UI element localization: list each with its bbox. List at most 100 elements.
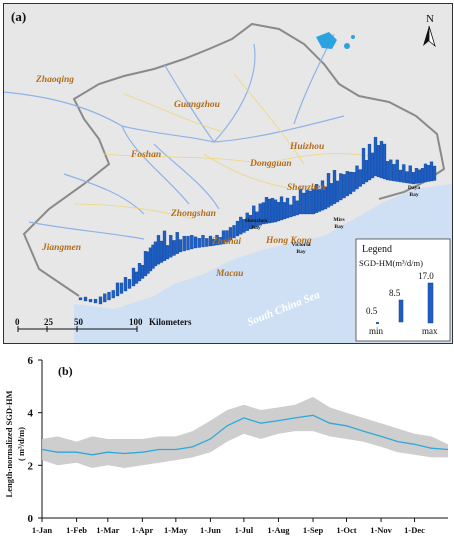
coastal-bar [335,180,340,203]
coastal-bar [258,203,262,226]
coastal-bar [201,235,205,248]
coastal-bar [305,190,309,215]
city-label-guangzhou: Guangzhou [174,100,220,110]
coastal-bar [103,293,107,303]
coastal-bar [326,173,331,208]
legend-min-label: min [369,326,384,336]
city-label-shenzhen: Shenzhen [287,183,326,193]
coastal-bar [115,282,120,297]
coastal-bar [221,230,226,245]
city-labels: Zhaoqing Guangzhou Huizhou Foshan Donggu… [35,75,326,279]
city-label-jiangmen: Jiangmen [41,243,81,253]
scale-bar: 0 25 50 100 Kilometers [15,317,192,332]
coastal-bar [389,159,393,181]
coastal-bar [267,198,272,224]
coastal-bar [292,195,296,217]
city-label-dongguan: Dongguan [249,159,292,169]
city-label-zhuhai: Zhuhai [211,237,241,247]
x-tick-label: 1-Oct [336,525,356,535]
coastal-bar [239,216,243,235]
coastal-bar [289,204,293,218]
scale-tick-25: 25 [44,317,54,327]
coastal-bar [175,232,179,254]
legend-max-label: max [422,326,438,336]
coastal-bar [137,263,142,282]
legend-value-min: 0.5 [366,306,378,316]
x-tick-label: 1-Sep [303,525,324,535]
chart-plot-area: 0 2 4 6 1-Jan 1-Feb 1-Mar 1-Apr 1-May 1-Jun 1-Jul 1… [28,355,449,535]
coastal-bar [83,296,88,302]
river-network [4,33,345,240]
coastal-bar [308,190,312,215]
x-tick-label: 1-Apr [132,525,154,535]
chart-panel: (b) Length-normalized SGD-HM ( m³/d/m) 0… [0,346,454,538]
legend: Legend SGD-HM(m³/d/m) 0.5 8.5 17.0 min m… [355,238,451,342]
bay-label-victoria-1: Victoria [291,242,310,248]
coastal-bar [225,230,229,243]
bay-label-shenzhen-1: Shenzhen [245,218,268,224]
x-tick-label: 1-Jul [235,525,254,535]
coastal-bar [285,197,290,219]
coastal-bar [382,143,387,180]
coastal-bar [295,200,299,216]
scale-tick-100: 100 [129,317,143,327]
scale-tick-0: 0 [15,317,20,327]
x-tick-label: 1-Aug [267,525,290,535]
bay-label-mirs-2: Bay [334,224,343,230]
coastal-bar [332,170,337,204]
coastal-bar [345,171,349,197]
y-tick-label: 6 [28,355,34,367]
panel-b-label: (b) [58,364,73,378]
city-label-foshan: Foshan [130,150,161,160]
coastal-bar [186,235,190,251]
coastal-bar [276,201,281,222]
coastal-bar [205,238,209,247]
bay-label-victoria-2: Bay [296,249,305,255]
coastal-bar [411,172,416,185]
coastal-bar [131,267,136,287]
map-canvas: (a) N Zhaoqing Guangzhou Huizhou Foshan … [4,4,452,343]
coastal-bar [352,172,356,192]
coastal-bar [395,159,399,182]
coastal-bar [252,205,256,228]
coastal-bar [182,235,186,252]
range-band [42,396,448,468]
coastal-bar [429,161,434,182]
city-label-zhongshan: Zhongshan [170,209,216,219]
coastal-bar [426,165,431,182]
x-tick-label: 1-Nov [370,525,392,535]
coastal-bar [420,168,425,183]
coastal-bar [402,164,406,183]
coastal-bar [242,219,246,233]
coastal-bar [298,188,303,215]
coastal-bar [398,169,403,183]
coastal-bar [123,277,128,292]
coastal-bar [119,282,124,294]
coastal-bar [373,136,378,177]
coastal-bar [364,160,369,183]
y-axis-title-line1: Length-normalized SGD-HM [4,391,14,498]
mean-line [41,414,449,456]
coastal-bar [93,298,98,304]
bay-labels: Daya Bay Shenzhen Bay Mirs Bay Victoria … [245,185,421,255]
coastal-bar [358,169,362,187]
coastal-bar [78,297,83,301]
coastal-bar [302,192,306,215]
coastal-bar [255,211,259,227]
north-label: N [426,13,434,25]
bay-label-shenzhen-2: Bay [251,225,260,231]
legend-variable: SGD-HM(m³/d/m) [359,258,423,268]
coastal-bar [245,212,249,231]
legend-bar-max [427,282,434,324]
x-tick-label: 1-Mar [96,525,119,535]
coastal-bar [235,220,240,237]
coastal-bar [134,271,139,284]
coastal-bar [339,173,343,201]
city-label-hongkong: Hong Kong [265,236,312,246]
coastal-bar [159,240,164,263]
y-tick-label: 0 [28,513,34,525]
x-tick-label: 1-Jun [200,525,221,535]
coastal-bar [273,199,278,223]
chart-canvas: (b) Length-normalized SGD-HM ( m³/d/m) 0… [4,355,449,535]
bay-label-mirs-1: Mirs [333,217,344,223]
